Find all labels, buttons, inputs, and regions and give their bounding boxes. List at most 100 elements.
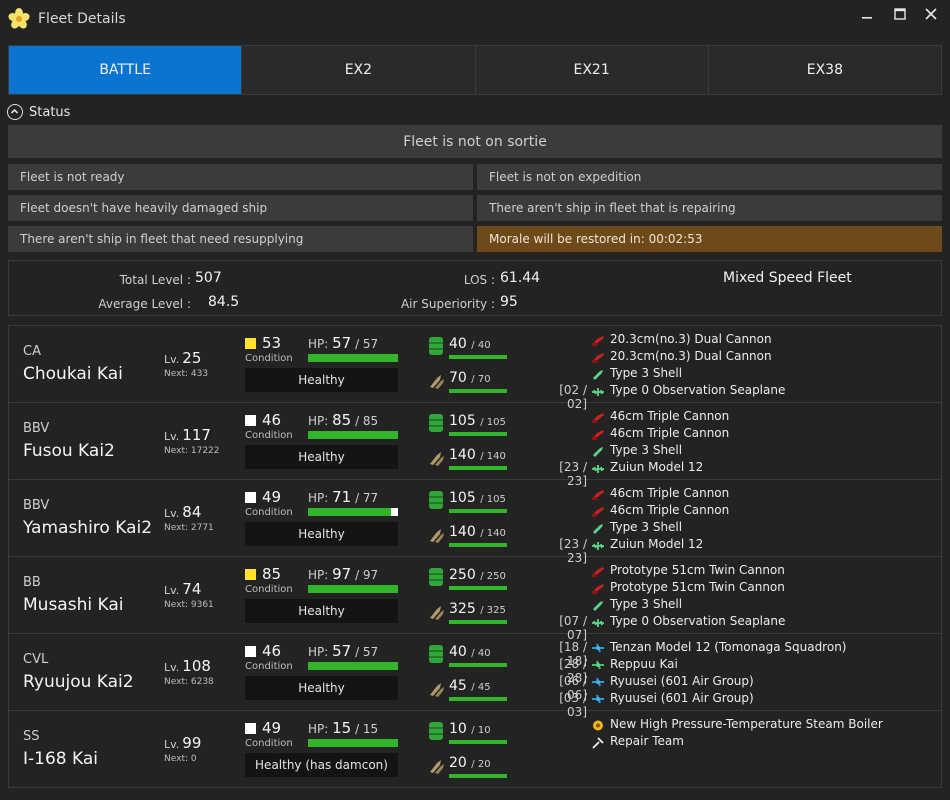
hp-value: 85	[332, 411, 352, 429]
ammo-value: 325	[449, 601, 476, 617]
fuel-bar	[449, 586, 507, 590]
tab-ex2[interactable]: EX2	[242, 46, 476, 94]
blue-plane-icon	[591, 642, 605, 655]
next-value: 2771	[190, 523, 214, 533]
hp-bar	[308, 508, 398, 516]
fuel-readout: 105 / 105	[449, 413, 506, 429]
status-toggle[interactable]: Status	[7, 103, 70, 121]
ship-next-exp: Next: 2771	[164, 523, 214, 533]
equipment-slot-count: [18 / 18]	[559, 640, 587, 668]
fuel-readout: 10 / 10	[449, 721, 491, 737]
ship-type: BBV	[23, 498, 50, 513]
ship-row[interactable]: BBV Yamashiro Kai2 Lv. 84 Next: 2771 49 C…	[9, 480, 941, 565]
equipment-item: Repair Team	[539, 734, 939, 751]
average-level-label: Average Level :	[98, 297, 191, 311]
equipment-item: 20.3cm(no.3) Dual Cannon	[539, 332, 939, 349]
health-status: Healthy	[245, 445, 398, 469]
hp-label: HP:	[308, 337, 329, 351]
condition-value: 49	[262, 488, 282, 506]
ship-level: Lv. 99	[164, 734, 201, 752]
level-label: Lv.	[164, 430, 180, 443]
level-value: 108	[182, 657, 211, 675]
hp-bar-fill	[308, 354, 398, 362]
condition-value: 53	[262, 334, 282, 352]
ship-row[interactable]: BB Musashi Kai Lv. 74 Next: 9361 85 Condi…	[9, 557, 941, 642]
fuel-barrel-icon	[429, 337, 443, 355]
equipment-name: Type 0 Observation Seaplane	[610, 614, 786, 628]
equipment-slot-count: [23 / 23]	[559, 537, 587, 565]
equipment-item: [28 / 28] Reppuu Kai	[539, 657, 939, 685]
los-value: 61.44	[500, 270, 541, 286]
maximize-button[interactable]	[886, 4, 914, 26]
equipment-name: Type 0 Observation Seaplane	[610, 383, 786, 397]
red-cannon-icon	[591, 505, 605, 518]
hp-bar	[308, 431, 398, 439]
ship-type: BB	[23, 575, 41, 590]
ship-row[interactable]: CVL Ryuujou Kai2 Lv. 108 Next: 6238 46 Co…	[9, 634, 941, 719]
equipment-item: [07 / 07] Type 0 Observation Seaplane	[539, 614, 939, 642]
close-button[interactable]	[917, 4, 945, 26]
status-morale: Morale will be restored in: 00:02:53	[477, 226, 942, 252]
ship-name: Fusou Kai2	[23, 441, 115, 461]
ship-next-exp: Next: 0	[164, 754, 197, 764]
hp-readout: HP: 57 / 57	[308, 642, 378, 660]
ammo-icon	[430, 452, 444, 466]
ship-level: Lv. 117	[164, 426, 211, 444]
blue-plane-icon	[591, 693, 605, 706]
ship-row[interactable]: CA Choukai Kai Lv. 25 Next: 433 53 Condit…	[9, 326, 941, 411]
equipment-item: [03 / 03] Ryuusei (601 Air Group)	[539, 691, 939, 719]
status-ready: Fleet is not ready	[8, 164, 473, 190]
equipment-slot-count: [23 / 23]	[559, 460, 587, 488]
fuel-bar-fill	[449, 509, 507, 513]
level-label: Lv.	[164, 738, 180, 751]
condition-value: 46	[262, 411, 282, 429]
equipment-name: Zuiun Model 12	[610, 460, 704, 474]
hp-readout: HP: 71 / 77	[308, 488, 378, 506]
ammo-readout: 140 / 140	[449, 447, 506, 463]
fuel-barrel-icon	[429, 491, 443, 509]
tab-ex38[interactable]: EX38	[708, 46, 941, 94]
hp-max: / 85	[355, 414, 379, 428]
green-shell-icon	[591, 445, 605, 458]
minimize-button[interactable]	[853, 4, 881, 26]
health-status: Healthy	[245, 676, 398, 700]
fleet-summary: Total Level : 507 Average Level : 84.5 L…	[8, 260, 942, 316]
status-resupply: There aren't ship in fleet that need res…	[8, 226, 473, 252]
condition-value: 85	[262, 565, 282, 583]
ship-level: Lv. 84	[164, 503, 201, 521]
fuel-max: / 40	[471, 340, 491, 351]
health-status: Healthy	[245, 599, 398, 623]
equipment-name: Repair Team	[610, 734, 684, 748]
title-bar: Fleet Details	[0, 0, 950, 38]
fuel-value: 105	[449, 413, 476, 429]
red-cannon-icon	[591, 411, 605, 424]
status-heading: Status	[29, 104, 71, 120]
equipment-slot-count: [03 / 03]	[559, 691, 587, 719]
ammo-bar-fill	[449, 389, 507, 393]
ship-row[interactable]: BBV Fusou Kai2 Lv. 117 Next: 17222 46 Con…	[9, 403, 941, 488]
red-cannon-icon	[591, 582, 605, 595]
tab-ex21[interactable]: EX21	[475, 46, 709, 94]
fuel-barrel-icon	[429, 722, 443, 740]
ship-type: CA	[23, 344, 41, 359]
equipment-item: [23 / 23] Zuiun Model 12	[539, 460, 939, 488]
ship-level: Lv. 25	[164, 349, 201, 367]
green-shell-icon	[591, 599, 605, 612]
ammo-max: / 20	[471, 759, 491, 770]
equipment-item: 46cm Triple Cannon	[539, 409, 939, 426]
hp-value: 97	[332, 565, 352, 583]
ship-row[interactable]: SS I-168 Kai Lv. 99 Next: 0 49 Condition …	[9, 711, 941, 788]
red-cannon-icon	[591, 334, 605, 347]
ammo-max: / 140	[480, 451, 506, 462]
hp-bar	[308, 354, 398, 362]
condition-value: 49	[262, 719, 282, 737]
hp-value: 57	[332, 334, 352, 352]
ship-list: CA Choukai Kai Lv. 25 Next: 433 53 Condit…	[8, 325, 942, 788]
green-shell-icon	[591, 368, 605, 381]
blue-plane-icon	[591, 676, 605, 689]
level-label: Lv.	[164, 507, 180, 520]
tab-battle[interactable]: BATTLE	[9, 46, 243, 94]
hp-value: 15	[332, 719, 352, 737]
ship-name: Musashi Kai	[23, 595, 124, 615]
fuel-bar-fill	[449, 740, 507, 744]
